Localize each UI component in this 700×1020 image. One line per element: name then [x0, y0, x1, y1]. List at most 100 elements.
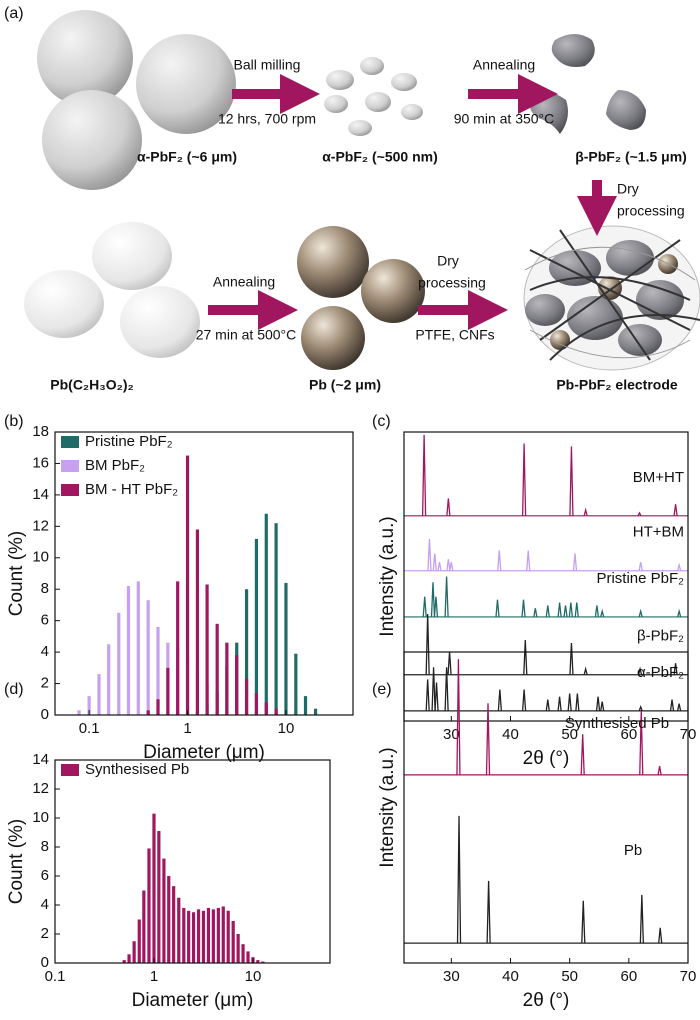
peak [673, 663, 678, 675]
y-axis-title: Intensity (a.u.) [377, 747, 398, 867]
plot-frame [54, 431, 354, 716]
y-tick-label: 4 [41, 643, 49, 660]
peak [521, 443, 527, 516]
bar [244, 589, 249, 715]
x-tick-label: 1 [150, 968, 158, 985]
legend-label: Pristine PbF₂ [85, 433, 173, 450]
y-tick-label: 8 [41, 580, 49, 597]
legend-label: Synthesised Pb [85, 761, 189, 778]
peak [437, 561, 442, 571]
peak [446, 559, 451, 571]
panel-label: (d) [4, 681, 24, 698]
bar [211, 909, 215, 963]
bar [235, 655, 239, 715]
peak [427, 538, 432, 571]
peak [545, 605, 550, 618]
legend-label: BM PbF₂ [85, 457, 145, 474]
bar [136, 581, 140, 715]
step-label: processing [617, 203, 685, 219]
y-tick-label: 2 [41, 675, 49, 692]
bar [177, 897, 181, 963]
peak [638, 561, 643, 571]
bar [246, 951, 250, 963]
bar [122, 960, 126, 963]
y-tick-label: 18 [32, 423, 49, 440]
electrode [523, 225, 700, 371]
arrows [208, 74, 617, 330]
bar [132, 941, 136, 963]
y-tick-label: 0 [41, 706, 49, 723]
bar [303, 696, 308, 715]
peak [673, 504, 678, 516]
bar [205, 584, 209, 715]
x-axis-title: Diameter (μm) [143, 742, 265, 763]
bar [182, 907, 186, 963]
y-tick-label: 6 [41, 612, 49, 629]
peak [639, 711, 644, 775]
y-tick-label: 6 [41, 867, 49, 884]
bar [191, 912, 196, 963]
bar [156, 626, 160, 715]
peak [569, 446, 574, 516]
step-label: Annealing [473, 57, 535, 73]
bar [225, 642, 229, 715]
y-tick-label: 4 [41, 896, 49, 913]
bar [256, 960, 260, 963]
node-label: α-PbF₂ (~6 μm) [137, 149, 237, 165]
bar [137, 919, 141, 963]
schematic-text: Ball milling 12 hrs, 700 rpm Annealing 9… [50, 57, 687, 393]
legend-swatch [61, 460, 79, 472]
bar [172, 886, 176, 963]
peak [637, 511, 642, 517]
peak [600, 608, 605, 618]
step-label: Dry [617, 181, 639, 197]
peak [433, 596, 439, 618]
bar [146, 600, 150, 715]
x-tick-label: 40 [502, 726, 519, 743]
peak [594, 605, 600, 618]
peak [421, 434, 427, 516]
bar [244, 678, 249, 715]
bar [127, 954, 131, 963]
y-tick-label: 8 [41, 838, 49, 855]
peak [637, 666, 643, 675]
bar [156, 699, 160, 715]
step-condition: 27 min at 500°C [196, 327, 297, 343]
y-tick-label: 12 [32, 517, 49, 534]
bar [221, 906, 225, 963]
peak [639, 894, 644, 944]
bar [313, 708, 318, 715]
peak [583, 507, 588, 516]
peak [580, 734, 585, 775]
node-label: Pb-PbF₂ electrode [556, 377, 678, 393]
peak [444, 576, 449, 617]
peak [583, 666, 588, 675]
peak [600, 701, 605, 711]
legend-swatch [61, 484, 79, 496]
y-axis-title: Count (%) [6, 819, 27, 905]
peak [422, 596, 427, 618]
peak [447, 651, 452, 675]
peak [485, 703, 491, 775]
bar [274, 523, 278, 715]
bar [126, 586, 131, 715]
bar [152, 813, 156, 963]
bar [107, 644, 111, 715]
y-tick-label: 14 [32, 751, 49, 768]
y-tick-label: 16 [32, 454, 49, 471]
x-tick-label: 60 [620, 726, 637, 743]
y-axis-title: Count (%) [6, 531, 27, 617]
bar [185, 455, 190, 715]
peak [574, 602, 579, 618]
bar [146, 710, 150, 715]
peak [432, 553, 437, 571]
peak [456, 659, 461, 775]
peak [658, 927, 663, 944]
x-tick-label: 0.1 [79, 720, 100, 737]
x-tick-label: 30 [443, 968, 460, 985]
peak [575, 693, 580, 711]
x-axis-title: Diameter (μm) [132, 990, 254, 1011]
y-axis-title: Intensity (a.u.) [377, 516, 398, 636]
node-label: Pb (~2 μm) [309, 377, 381, 393]
